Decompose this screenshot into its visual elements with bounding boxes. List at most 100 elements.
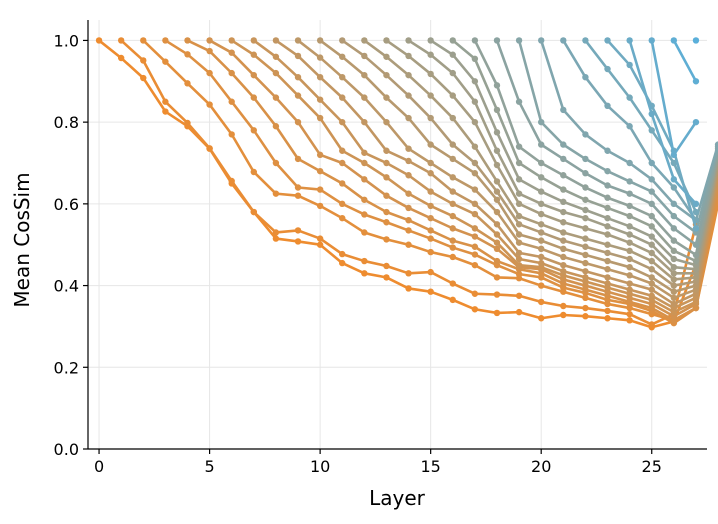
data-point (427, 248, 434, 256)
data-point (493, 178, 501, 185)
series-line (164, 39, 718, 325)
data-point (626, 123, 633, 130)
data-point (184, 37, 191, 44)
series-group (95, 37, 718, 331)
data-point (184, 119, 191, 127)
data-point (427, 202, 434, 210)
data-point (515, 190, 523, 197)
data-point (449, 37, 456, 44)
data-point (316, 54, 324, 61)
data-point (383, 262, 390, 270)
data-point (604, 194, 611, 201)
data-point (140, 57, 147, 64)
data-point (515, 270, 523, 278)
data-point (560, 186, 567, 193)
series-14 (405, 37, 718, 273)
series-24 (626, 37, 700, 208)
data-point (515, 249, 523, 257)
data-point (250, 208, 257, 216)
data-point (405, 37, 412, 44)
data-point (361, 37, 368, 44)
data-point (316, 74, 324, 81)
data-point (405, 241, 412, 248)
data-point (670, 263, 678, 271)
data-point (361, 52, 368, 60)
data-point (560, 106, 567, 114)
data-point (361, 196, 368, 203)
data-point (250, 51, 257, 58)
data-point (206, 47, 213, 55)
series-10 (316, 37, 718, 295)
data-point (383, 94, 390, 101)
series-line (429, 39, 718, 267)
data-point (228, 69, 235, 77)
data-point (670, 282, 678, 289)
data-point (648, 321, 655, 328)
data-point (427, 51, 434, 58)
data-point (538, 159, 545, 167)
data-point (538, 282, 545, 289)
data-point (206, 145, 213, 152)
data-point (493, 239, 501, 246)
data-point (449, 92, 456, 99)
data-point (626, 272, 633, 279)
data-point (427, 268, 434, 276)
data-point (294, 92, 302, 99)
data-point (206, 37, 213, 44)
y-tick-label: 0.2 (54, 358, 79, 377)
data-point (405, 190, 412, 197)
data-point (560, 268, 567, 275)
data-point (670, 159, 678, 167)
data-point (604, 257, 611, 265)
data-point (95, 37, 103, 44)
y-tick-label: 0.4 (54, 277, 79, 296)
data-point (692, 37, 700, 44)
data-point (361, 270, 368, 277)
data-point (316, 96, 324, 103)
data-point (117, 37, 125, 44)
data-point (493, 196, 501, 203)
y-tick-label: 1.0 (54, 31, 79, 50)
data-point (228, 37, 235, 44)
data-point (538, 118, 545, 126)
data-point (361, 149, 368, 156)
data-point (294, 37, 302, 44)
data-point (339, 159, 346, 167)
data-point (538, 141, 545, 148)
data-point (648, 212, 655, 220)
data-point (162, 58, 169, 65)
data-point (449, 69, 456, 77)
series-19 (515, 37, 718, 236)
data-point (648, 233, 655, 240)
y-tick-label: 0.6 (54, 195, 79, 214)
data-point (648, 176, 655, 183)
series-line (672, 39, 698, 83)
data-point (604, 266, 611, 273)
data-point (449, 212, 456, 220)
data-point (604, 307, 611, 315)
data-point (449, 200, 456, 208)
data-point (493, 231, 501, 238)
data-point (405, 285, 412, 292)
data-point (648, 127, 655, 134)
series-line (340, 39, 718, 287)
data-point (560, 302, 567, 310)
data-point (184, 80, 191, 87)
data-point (449, 174, 456, 181)
y-axis-label: Mean CosSim (10, 172, 34, 307)
data-point (294, 184, 302, 191)
x-tick-label: 5 (204, 457, 214, 476)
data-point (272, 94, 280, 101)
data-point (272, 69, 280, 77)
data-point (471, 143, 479, 150)
data-point (648, 257, 655, 265)
data-point (692, 257, 700, 265)
data-point (272, 159, 280, 167)
data-point (604, 167, 611, 175)
data-point (339, 118, 346, 126)
series-line (252, 39, 718, 310)
data-point (582, 131, 589, 138)
data-point (560, 253, 567, 261)
data-point (582, 196, 589, 203)
data-point (604, 223, 611, 230)
